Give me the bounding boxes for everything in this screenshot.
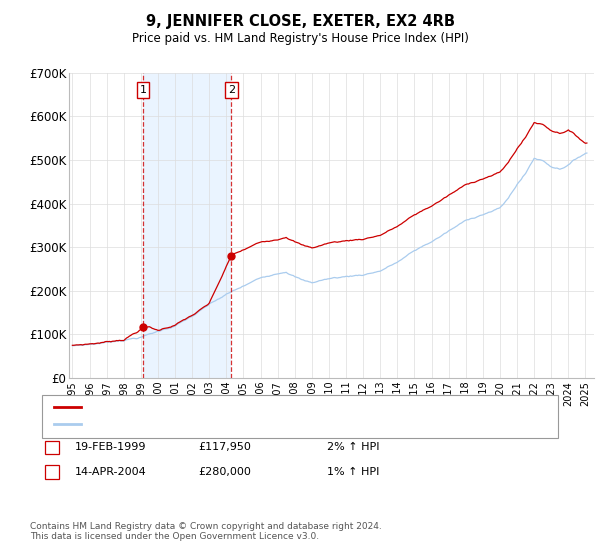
Text: 19-FEB-1999: 19-FEB-1999	[75, 442, 146, 452]
Text: £280,000: £280,000	[198, 466, 251, 477]
Text: 2: 2	[228, 85, 235, 95]
Text: 9, JENNIFER CLOSE, EXETER, EX2 4RB (detached house): 9, JENNIFER CLOSE, EXETER, EX2 4RB (deta…	[87, 402, 394, 412]
Text: £117,950: £117,950	[198, 442, 251, 452]
Text: 2: 2	[49, 466, 56, 476]
Text: HPI: Average price, detached house, Exeter: HPI: Average price, detached house, Exet…	[87, 419, 325, 430]
Text: 1% ↑ HPI: 1% ↑ HPI	[327, 466, 379, 477]
Text: 1: 1	[140, 85, 146, 95]
Text: Price paid vs. HM Land Registry's House Price Index (HPI): Price paid vs. HM Land Registry's House …	[131, 32, 469, 45]
Text: 1: 1	[49, 441, 56, 451]
Text: 9, JENNIFER CLOSE, EXETER, EX2 4RB: 9, JENNIFER CLOSE, EXETER, EX2 4RB	[146, 14, 455, 29]
Text: Contains HM Land Registry data © Crown copyright and database right 2024.
This d: Contains HM Land Registry data © Crown c…	[30, 522, 382, 542]
Text: 2% ↑ HPI: 2% ↑ HPI	[327, 442, 380, 452]
Text: 14-APR-2004: 14-APR-2004	[75, 466, 147, 477]
Bar	[143, 73, 231, 378]
